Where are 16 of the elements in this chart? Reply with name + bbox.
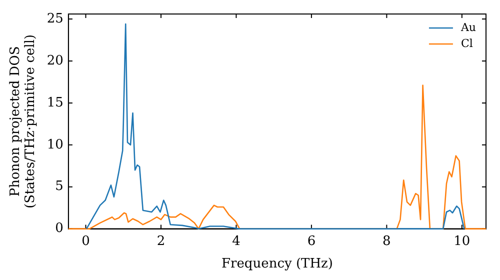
legend-label: Cl bbox=[460, 36, 474, 50]
x-tick-label: 8 bbox=[382, 234, 391, 249]
y-tick-label: 20 bbox=[46, 53, 64, 68]
y-axis-title: Phonon projected DOS (States/THz·primitive cell) bbox=[8, 34, 38, 208]
y-tick-label: 10 bbox=[46, 137, 64, 152]
y-tick-label: 15 bbox=[46, 95, 64, 110]
x-tick-label: 2 bbox=[156, 234, 166, 249]
x-tick-label: 6 bbox=[307, 234, 316, 249]
x-tick-label: 4 bbox=[232, 234, 240, 249]
y-tick-label: 0 bbox=[55, 221, 64, 236]
legend-label: Au bbox=[460, 20, 476, 34]
x-tick-label: 10 bbox=[454, 234, 470, 249]
y-tick-label: 5 bbox=[55, 179, 64, 194]
y-tick-label: 25 bbox=[46, 11, 64, 26]
x-tick-label: 0 bbox=[82, 234, 90, 249]
x-axis-title: Frequency (THz) bbox=[221, 256, 333, 272]
